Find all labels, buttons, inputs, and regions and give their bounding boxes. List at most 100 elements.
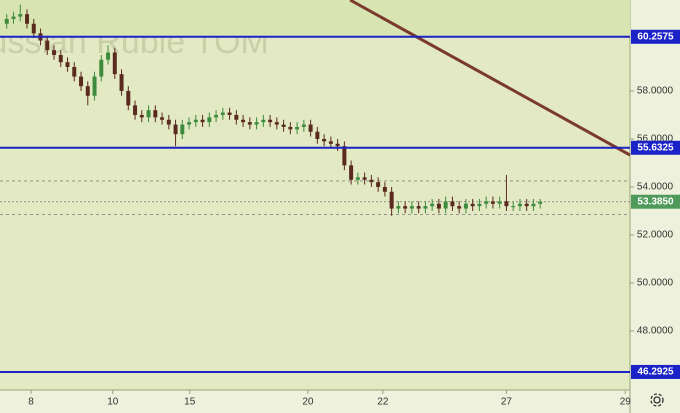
candle-body <box>436 203 441 209</box>
candle-body <box>470 203 475 207</box>
candle-body <box>45 40 50 51</box>
candle-body <box>126 90 131 106</box>
candle-body <box>153 110 158 118</box>
settings-icon[interactable] <box>650 393 664 407</box>
candle-body <box>274 122 279 125</box>
candle-body <box>193 119 198 123</box>
candle-body <box>106 52 111 60</box>
candle-body <box>119 74 124 91</box>
last-price-label: 53.3850 <box>637 196 674 207</box>
candle-body <box>52 50 57 55</box>
candle-body <box>85 86 90 96</box>
plot-background <box>0 0 630 390</box>
candle-body <box>180 124 185 135</box>
candle-body <box>65 62 70 67</box>
candle-body <box>18 14 23 17</box>
candle-body <box>484 201 489 204</box>
candle-body <box>322 138 327 142</box>
candle-body <box>214 114 219 118</box>
candle-body <box>450 201 455 207</box>
candle-body <box>261 119 266 123</box>
candle-body <box>416 206 421 209</box>
candle-body <box>517 203 522 207</box>
candle-body <box>335 143 340 147</box>
candle-body <box>362 177 367 180</box>
candle-body <box>72 66 77 77</box>
candle-body <box>288 126 293 130</box>
candle-body <box>173 124 178 135</box>
candle-body <box>247 122 252 125</box>
candle-body <box>295 126 300 130</box>
candle-body <box>342 146 347 166</box>
candle-body <box>146 110 151 118</box>
candle-body <box>369 179 374 183</box>
x-tick-label: 22 <box>377 397 389 408</box>
x-tick-label: 10 <box>107 397 119 408</box>
level-label: 46.2925 <box>637 367 674 378</box>
candle-body <box>268 119 273 123</box>
candle-body <box>227 112 232 115</box>
candle-body <box>281 124 286 127</box>
candle-body <box>11 16 16 19</box>
candle-body <box>531 203 536 207</box>
candle-body <box>382 186 387 192</box>
level-label-box <box>631 29 680 44</box>
last-price-box <box>631 194 680 209</box>
candle-body <box>511 206 516 208</box>
candle-body <box>396 206 401 209</box>
candle-body <box>443 201 448 209</box>
candle-body <box>389 191 394 209</box>
candle-body <box>409 206 414 209</box>
candle-body <box>166 119 171 125</box>
candle-body <box>207 117 212 123</box>
x-tick-label: 20 <box>302 397 314 408</box>
level-label: 60.2575 <box>637 31 674 42</box>
candle-body <box>497 201 502 204</box>
candle-body <box>31 23 36 34</box>
candle-body <box>200 119 205 123</box>
candle-body <box>160 117 165 120</box>
candle-body <box>430 203 435 207</box>
x-tick-label: 27 <box>501 397 513 408</box>
level-label: 55.6325 <box>637 142 674 153</box>
y-tick-label: 56.0000 <box>637 134 674 145</box>
candle-body <box>139 114 144 118</box>
level-label-box <box>631 140 680 155</box>
candle-body <box>58 54 63 63</box>
candle-body <box>92 76 97 96</box>
candle-body <box>4 18 9 24</box>
y-tick-label: 54.0000 <box>637 182 674 193</box>
candle-body <box>490 201 495 204</box>
time-axis <box>0 390 630 413</box>
candle-body <box>301 124 306 127</box>
candle-body <box>234 114 239 120</box>
level-label-box <box>631 364 680 379</box>
candle-body <box>79 76 84 87</box>
candle-body <box>220 112 225 115</box>
candle-body <box>524 203 529 207</box>
candle-body <box>457 206 462 209</box>
candle-body <box>254 122 259 125</box>
trendline <box>349 0 631 157</box>
y-tick-label: 58.0000 <box>637 86 674 97</box>
candle-body <box>112 52 117 75</box>
y-tick-label: 50.0000 <box>637 278 674 289</box>
x-tick-label: 15 <box>184 397 196 408</box>
candle-body <box>25 14 30 24</box>
candle-body <box>538 201 543 204</box>
candle-body <box>349 165 354 180</box>
candle-body <box>504 201 509 207</box>
zone <box>0 0 630 37</box>
candle-body <box>133 105 138 115</box>
candle-body <box>355 177 360 180</box>
x-tick-label: 29 <box>620 397 632 408</box>
candle-body <box>99 59 104 77</box>
y-tick-label: 48.0000 <box>637 326 674 337</box>
candle-body <box>328 141 333 144</box>
candle-body <box>315 131 320 139</box>
candle-body <box>477 203 482 207</box>
x-tick-label: 8 <box>28 397 34 408</box>
candle-body <box>423 206 428 209</box>
candle-body <box>403 206 408 209</box>
